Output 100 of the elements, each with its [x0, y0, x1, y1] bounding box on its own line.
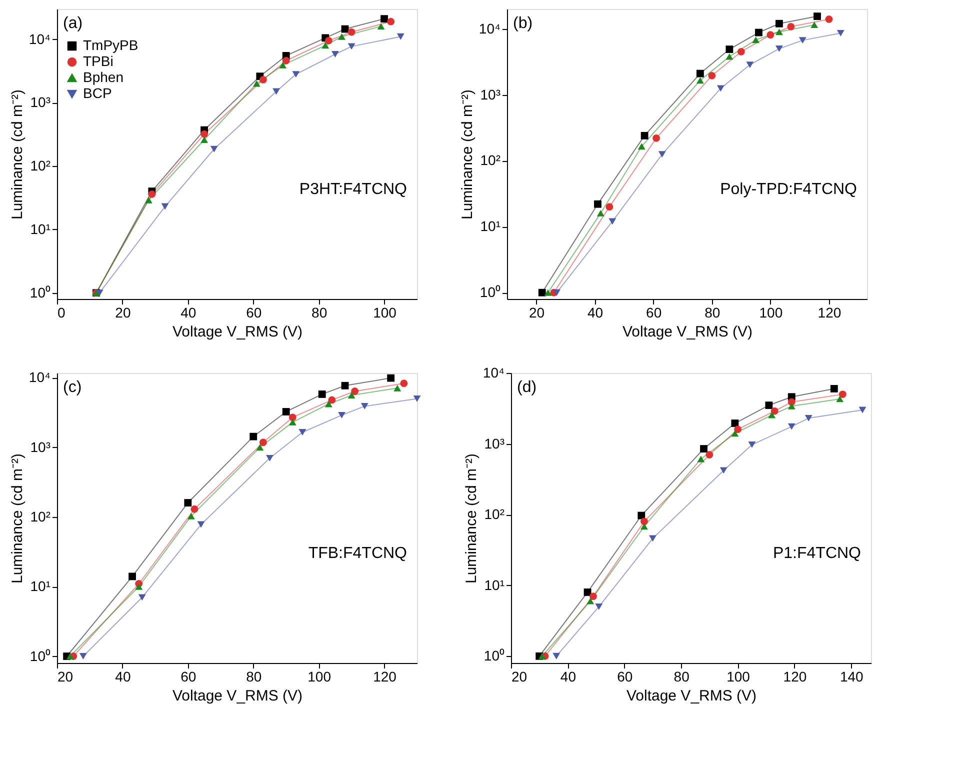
point: [737, 48, 745, 56]
x-tick-label: 20: [115, 304, 131, 320]
point: [322, 42, 330, 49]
point: [282, 408, 290, 416]
point: [184, 499, 192, 506]
point: [413, 395, 421, 402]
point: [804, 414, 812, 422]
point: [328, 396, 336, 404]
point: [836, 30, 844, 36]
point: [638, 512, 646, 520]
y-tick-label: 10³: [480, 86, 501, 102]
point: [594, 200, 602, 208]
point: [838, 390, 846, 398]
x-tick-label: 120: [783, 668, 807, 684]
x-tick-label: 40: [115, 668, 131, 684]
point: [810, 22, 818, 28]
y-tick-label: 10⁴: [28, 369, 50, 386]
point: [553, 289, 560, 296]
annotation: P1:F4TCNQ: [772, 544, 861, 562]
point: [825, 16, 833, 23]
point: [589, 592, 597, 600]
point: [640, 132, 648, 140]
point: [324, 400, 332, 408]
point: [858, 406, 866, 414]
point: [387, 18, 395, 26]
point: [348, 392, 356, 398]
point: [128, 572, 136, 580]
x-tick-label: 80: [246, 668, 262, 684]
y-tick-label: 10⁴: [478, 20, 500, 36]
x-axis-title: Voltage V_RMS (V): [172, 688, 303, 704]
x-tick-label: 60: [617, 668, 633, 684]
point: [256, 444, 264, 451]
point: [734, 426, 742, 434]
point: [252, 80, 260, 87]
y-tick-label: 10²: [30, 508, 51, 524]
legend-label: BCP: [83, 85, 112, 101]
point: [266, 454, 274, 462]
y-tick-label: 10²: [484, 506, 505, 522]
point: [324, 36, 332, 44]
annotation: TFB:F4TCNQ: [308, 544, 407, 562]
point: [351, 388, 359, 395]
annotation: (c): [63, 379, 82, 396]
point: [282, 56, 290, 64]
point: [200, 130, 208, 138]
point: [788, 423, 796, 430]
point: [331, 51, 339, 58]
y-axis-title: Luminance (cd m⁻²): [458, 89, 476, 220]
point: [700, 445, 708, 452]
point: [79, 653, 87, 660]
point: [731, 430, 739, 437]
y-tick-label: 10⁰: [484, 648, 504, 664]
point: [658, 151, 666, 158]
x-tick-label: 100: [308, 668, 332, 684]
y-tick-label: 10³: [30, 94, 51, 110]
point: [259, 76, 267, 84]
point: [788, 402, 796, 410]
point: [161, 203, 169, 210]
point: [187, 512, 195, 520]
x-tick-label: 60: [646, 304, 662, 320]
point: [638, 143, 646, 150]
x-tick-label: 20: [58, 668, 74, 684]
point: [726, 53, 734, 60]
point: [538, 652, 546, 660]
point: [768, 412, 776, 418]
point: [197, 521, 205, 528]
x-axis-title: Voltage V_RMS (V): [622, 324, 753, 340]
point: [748, 442, 756, 448]
x-tick-label: 80: [674, 668, 690, 684]
point: [538, 288, 546, 296]
point: [731, 420, 739, 427]
y-tick-label: 10⁰: [30, 648, 50, 664]
point: [640, 518, 648, 526]
x-tick-label: 40: [560, 668, 576, 684]
point: [798, 37, 806, 44]
point: [318, 390, 326, 398]
annotation: P3HT:F4TCNQ: [299, 180, 407, 198]
point: [595, 603, 603, 610]
y-tick-label: 10⁴: [482, 364, 504, 380]
point: [288, 418, 296, 426]
point: [716, 85, 724, 92]
point: [652, 134, 660, 142]
point: [348, 28, 356, 36]
y-tick-label: 10⁰: [30, 284, 50, 300]
point: [377, 23, 385, 30]
point: [775, 45, 783, 52]
y-tick-label: 10²: [30, 158, 51, 174]
point: [135, 583, 143, 590]
point: [752, 36, 760, 44]
x-axis-title: Voltage V_RMS (V): [626, 688, 757, 704]
x-tick-label: 100: [759, 304, 783, 320]
point: [396, 33, 404, 40]
y-tick-label: 10²: [480, 152, 501, 168]
point: [288, 414, 296, 422]
point: [836, 396, 844, 402]
point: [640, 523, 648, 530]
x-tick-label: 100: [373, 304, 397, 320]
y-tick-label: 10¹: [30, 578, 51, 594]
x-tick-label: 60: [180, 668, 196, 684]
x-tick-label: 140: [840, 668, 864, 684]
point: [360, 403, 368, 410]
